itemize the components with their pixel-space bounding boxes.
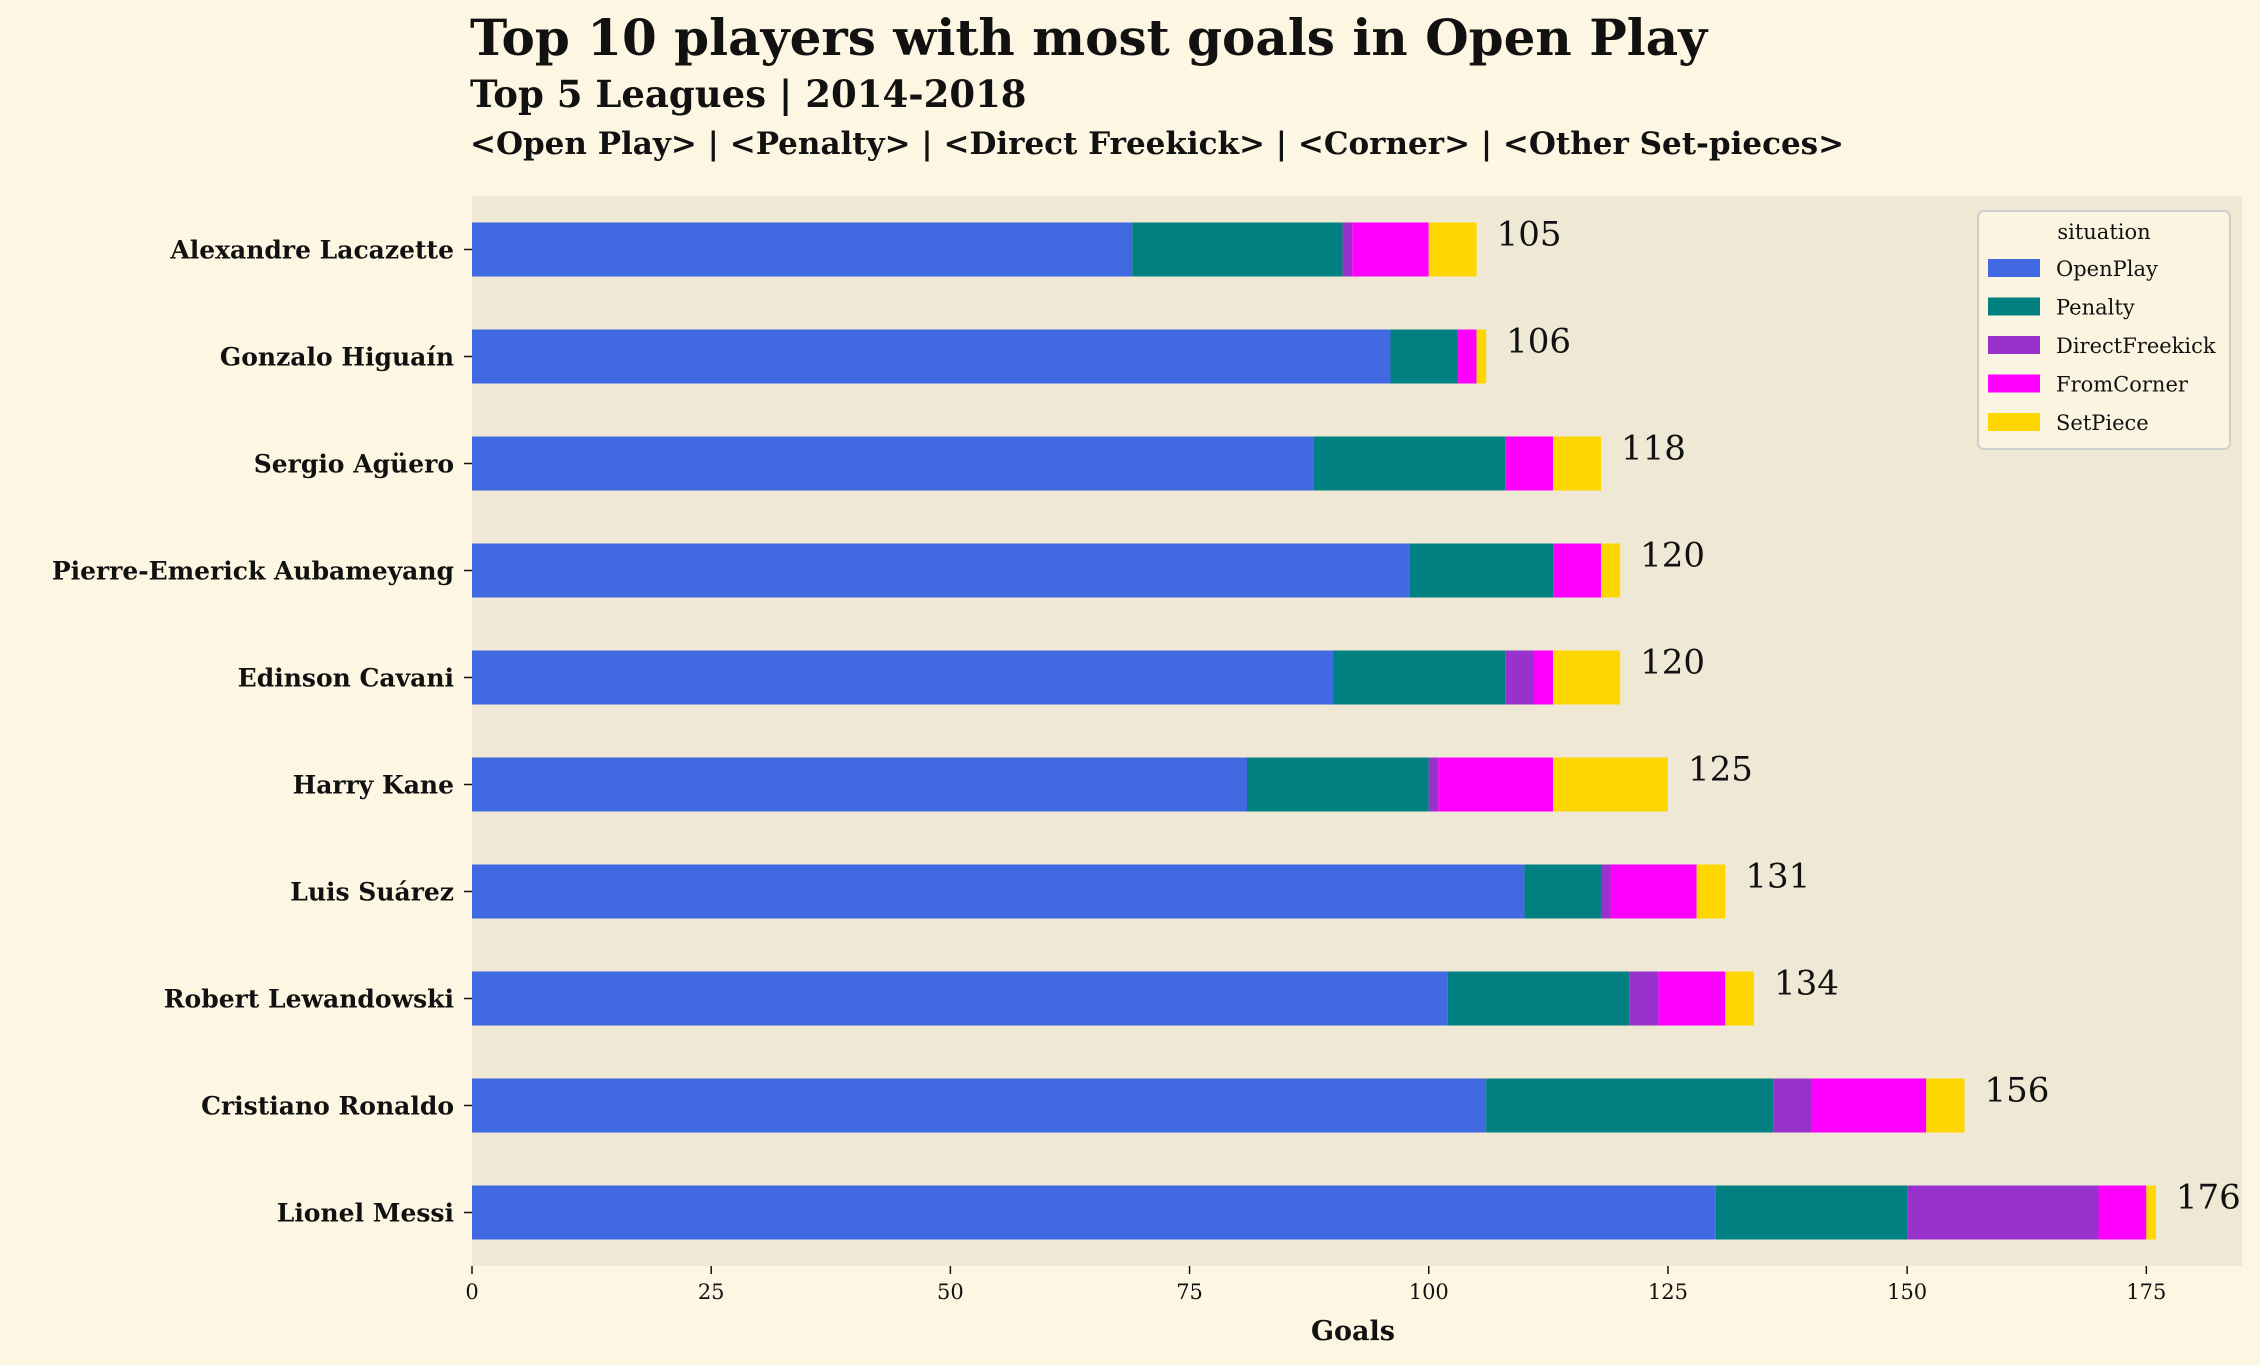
y-tick-label: Cristiano Ronaldo <box>201 1092 454 1121</box>
legend-label-penalty: Penalty <box>2056 296 2135 320</box>
legend-label-directfreekick: DirectFreekick <box>2056 334 2216 358</box>
legend-swatch-setpiece <box>1988 413 2040 431</box>
bar-harry-kane-setpiece <box>1553 757 1668 812</box>
total-label: 156 <box>1985 1071 2050 1111</box>
bar-harry-kane-directfreekick <box>1428 757 1439 812</box>
bar-cristiano-ronaldo-directfreekick <box>1773 1078 1812 1133</box>
bar-pierre-emerick-aubameyang-setpiece <box>1600 543 1621 598</box>
bar-alexandre-lacazette-directfreekick <box>1342 222 1353 277</box>
bar-pierre-emerick-aubameyang-penalty <box>1409 543 1554 598</box>
y-tick-label: Sergio Agüero <box>254 450 454 479</box>
bar-harry-kane-penalty <box>1246 757 1429 812</box>
bar-luis-suarez-openplay <box>472 864 1525 919</box>
bar-gonzalo-higuain-fromcorner <box>1457 329 1477 384</box>
legend-frame <box>1977 210 2231 450</box>
legend-label-openplay: OpenPlay <box>2056 257 2158 281</box>
total-label: 120 <box>1640 643 1705 683</box>
bar-lionel-messi-setpiece <box>2146 1185 2156 1240</box>
bar-sergio-aguero-openplay <box>472 436 1314 491</box>
bar-lionel-messi-fromcorner <box>2098 1185 2147 1240</box>
total-label: 106 <box>1506 322 1571 362</box>
y-tick-label: Harry Kane <box>293 771 454 800</box>
bar-pierre-emerick-aubameyang-openplay <box>472 543 1410 598</box>
bar-robert-lewandowski-setpiece <box>1725 971 1755 1026</box>
y-tick-label: Lionel Messi <box>277 1199 454 1228</box>
x-tick-label: 50 <box>937 1280 964 1304</box>
bar-robert-lewandowski-fromcorner <box>1658 971 1726 1026</box>
x-axis: 0 25 50 75 100 125 150 175 <box>465 1266 2166 1304</box>
bar-alexandre-lacazette-penalty <box>1132 222 1343 277</box>
total-labels: 105 106 118 120 120 125 131 134 156 176 <box>1497 215 2241 1218</box>
bar-robert-lewandowski-penalty <box>1447 971 1630 1026</box>
y-tick-label: Robert Lewandowski <box>164 985 454 1014</box>
legend-title: situation <box>2057 220 2150 244</box>
bar-sergio-aguero-fromcorner <box>1505 436 1554 491</box>
bars-group <box>472 222 2156 1240</box>
bar-sergio-aguero-penalty <box>1313 436 1506 491</box>
y-tick-label: Luis Suárez <box>290 878 454 907</box>
bar-edinson-cavani-openplay <box>472 650 1334 705</box>
bar-alexandre-lacazette-openplay <box>472 222 1133 277</box>
legend-swatch-openplay <box>1988 259 2040 277</box>
bar-luis-suarez-setpiece <box>1696 864 1726 919</box>
legend-swatch-fromcorner <box>1988 374 2040 393</box>
y-tick-label: Gonzalo Higuaín <box>220 343 454 372</box>
bar-cristiano-ronaldo-setpiece <box>1926 1078 1965 1133</box>
legend-label-setpiece: SetPiece <box>2056 411 2149 435</box>
bar-sergio-aguero-setpiece <box>1553 436 1601 491</box>
total-label: 176 <box>2176 1178 2241 1218</box>
bar-lionel-messi-directfreekick <box>1907 1185 2099 1240</box>
bar-pierre-emerick-aubameyang-fromcorner <box>1553 543 1601 598</box>
bar-alexandre-lacazette-setpiece <box>1428 222 1477 277</box>
x-tick-label: 150 <box>1887 1280 1927 1304</box>
chart-caption: <Open Play> | <Penalty> | <Direct Freeki… <box>470 126 1845 162</box>
bar-edinson-cavani-penalty <box>1333 650 1506 705</box>
bar-edinson-cavani-setpiece <box>1553 650 1621 705</box>
bar-gonzalo-higuain-setpiece <box>1476 329 1487 384</box>
total-label: 120 <box>1640 536 1705 576</box>
y-tick-label: Edinson Cavani <box>238 664 454 693</box>
bar-robert-lewandowski-openplay <box>472 971 1448 1026</box>
x-tick-label: 175 <box>2126 1280 2166 1304</box>
total-label: 134 <box>1774 964 1839 1004</box>
bar-lionel-messi-openplay <box>472 1185 1716 1240</box>
bar-cristiano-ronaldo-openplay <box>472 1078 1487 1133</box>
bar-gonzalo-higuain-penalty <box>1390 329 1458 384</box>
y-tick-label: Pierre-Emerick Aubameyang <box>52 557 454 586</box>
x-tick-label: 25 <box>698 1280 725 1304</box>
y-axis-labels: Alexandre Lacazette Gonzalo Higuaín Sergio… <box>52 236 472 1228</box>
bar-harry-kane-openplay <box>472 757 1247 812</box>
x-tick-label: 100 <box>1409 1280 1449 1304</box>
bar-luis-suarez-fromcorner <box>1610 864 1697 919</box>
total-label: 131 <box>1745 857 1810 897</box>
bar-edinson-cavani-directfreekick <box>1505 650 1534 705</box>
bar-robert-lewandowski-directfreekick <box>1629 971 1659 1026</box>
x-axis-label: Goals <box>1311 1316 1395 1347</box>
x-tick-label: 75 <box>1176 1280 1203 1304</box>
total-label: 125 <box>1688 750 1753 790</box>
legend-swatch-penalty <box>1988 297 2040 316</box>
legend-swatch-directfreekick <box>1988 336 2040 354</box>
x-tick-label: 125 <box>1648 1280 1688 1304</box>
bar-lionel-messi-penalty <box>1715 1185 1908 1240</box>
legend-label-fromcorner: FromCorner <box>2056 373 2189 397</box>
bar-luis-suarez-penalty <box>1524 864 1601 919</box>
bar-alexandre-lacazette-fromcorner <box>1352 222 1429 277</box>
chart-title: Top 10 players with most goals in Open P… <box>470 8 1708 67</box>
chart-subtitle: Top 5 Leagues | 2014-2018 <box>470 72 1027 116</box>
bar-cristiano-ronaldo-penalty <box>1486 1078 1774 1133</box>
total-label: 105 <box>1497 215 1562 255</box>
bar-luis-suarez-directfreekick <box>1600 864 1611 919</box>
y-tick-label: Alexandre Lacazette <box>169 236 454 265</box>
bar-gonzalo-higuain-openplay <box>472 329 1391 384</box>
legend: situation OpenPlay Penalty DirectFreekick Fr… <box>1977 210 2231 450</box>
bar-edinson-cavani-fromcorner <box>1534 650 1554 705</box>
total-label: 118 <box>1621 429 1686 469</box>
bar-harry-kane-fromcorner <box>1438 757 1554 812</box>
bar-cristiano-ronaldo-fromcorner <box>1811 1078 1927 1133</box>
x-tick-label: 0 <box>465 1280 478 1304</box>
